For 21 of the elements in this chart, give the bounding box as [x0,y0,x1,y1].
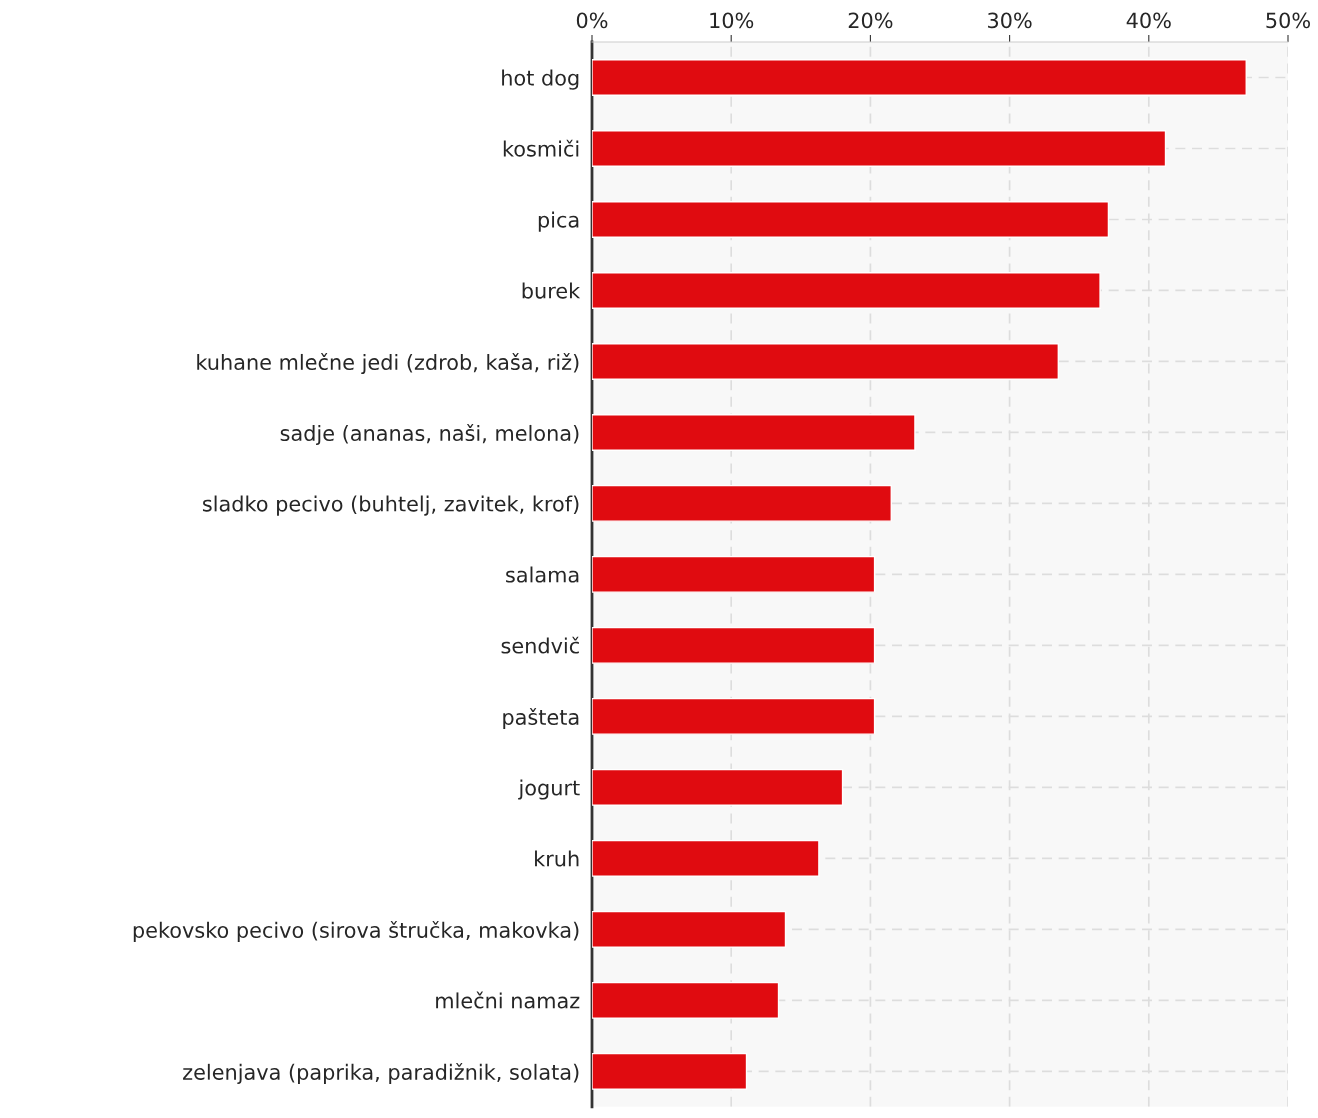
x-tick-label: 20% [848,12,893,29]
y-tick-label: hot dog [502,69,579,90]
y-tick-label: jogurt [518,779,580,800]
y-tick-label: kruh [535,850,579,867]
x-tick-label: 50% [1266,12,1310,29]
y-tick-label: sendvič [501,636,579,654]
y-tick-label: zelenjava (paprika, paradižnik, solata) [183,1062,579,1084]
x-tick-label: 0% [576,12,608,29]
y-tick-label: pekovsko pecivo (sirova štručka, makovka) [133,921,579,943]
y-tick-label: sladko pecivo (buhtelj, zavitek, krof) [202,495,579,516]
y-tick-label: burek [522,282,581,299]
y-tick-label: mlečni namaz [436,991,580,1009]
x-tick-label: 40% [1126,12,1171,29]
x-tick-label: 10% [710,12,754,29]
y-tick-label: pica [538,211,579,232]
y-tick-label: pašteta [503,708,579,730]
y-tick-label: salama [506,566,579,583]
y-tick-label: kosmiči [503,139,579,157]
y-tick-label: kuhane mlečne jedi (zdrob, kaša, riž) [197,353,579,375]
x-tick-label: 30% [988,12,1032,29]
y-tick-label: sadje (ananas, naši, melona) [280,424,579,446]
